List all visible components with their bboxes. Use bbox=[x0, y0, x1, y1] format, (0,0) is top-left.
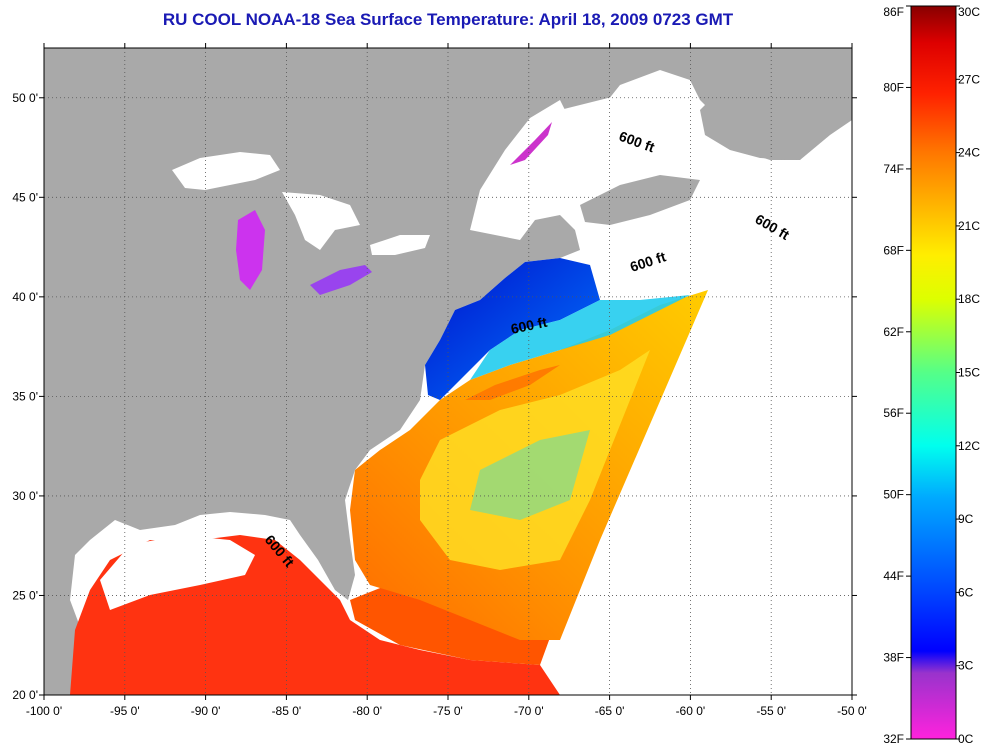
lake-ontario bbox=[370, 235, 430, 255]
colorbar-f-label: 44F bbox=[883, 569, 904, 583]
map-grid bbox=[44, 48, 852, 695]
lon-tick-label: -60 0' bbox=[676, 704, 706, 718]
lon-tick-label: -100 0' bbox=[26, 704, 62, 718]
lat-tick-label: 30 0' bbox=[12, 489, 38, 503]
colorbar-c-label: 15C bbox=[958, 366, 980, 380]
lon-tick-label: -55 0' bbox=[756, 704, 786, 718]
lon-tick-label: -75 0' bbox=[433, 704, 463, 718]
lat-tick-label: 20 0' bbox=[12, 688, 38, 702]
lon-tick-label: -70 0' bbox=[514, 704, 544, 718]
page-title: RU COOL NOAA-18 Sea Surface Temperature:… bbox=[162, 10, 734, 29]
colorbar-f-label: 86F bbox=[883, 5, 904, 19]
north-america-land bbox=[44, 48, 580, 695]
lon-tick-label: -65 0' bbox=[595, 704, 625, 718]
colorbar-fahrenheit-labels: 86F 80F 74F 68F 62F 56F 50F 44F 38F 32F bbox=[883, 5, 911, 746]
colorbar-f-label: 68F bbox=[883, 243, 904, 257]
slope-water bbox=[470, 295, 690, 380]
latitude-axis: 20 0' 25 0' 30 0' 35 0' 40 0' 45 0' 50 0' bbox=[12, 91, 857, 702]
colorbar-c-label: 0C bbox=[958, 732, 974, 746]
colorbar-f-label: 32F bbox=[883, 732, 904, 746]
lon-tick-label: -80 0' bbox=[352, 704, 382, 718]
colorbar-c-label: 3C bbox=[958, 659, 974, 673]
colorbar-c-label: 18C bbox=[958, 292, 980, 306]
colorbar-f-label: 56F bbox=[883, 406, 904, 420]
colorbar-f-label: 38F bbox=[883, 651, 904, 665]
colorbar-c-label: 12C bbox=[958, 439, 980, 453]
colorbar-c-label: 21C bbox=[958, 219, 980, 233]
lake-huron bbox=[282, 192, 360, 250]
lat-tick-label: 50 0' bbox=[12, 91, 38, 105]
lake-erie bbox=[310, 265, 372, 295]
longitude-axis: -100 0' -95 0' -90 0' -85 0' -80 0' -75 0' -70… bbox=[26, 43, 867, 718]
lon-tick-label: -95 0' bbox=[110, 704, 140, 718]
lake-superior bbox=[172, 152, 280, 190]
colorbar-f-label: 80F bbox=[883, 80, 904, 94]
shelf-cold-water bbox=[425, 258, 600, 400]
colorbar-f-label: 74F bbox=[883, 162, 904, 176]
colorbar-c-label: 24C bbox=[958, 146, 980, 160]
nova-scotia-land bbox=[580, 175, 700, 225]
warm-core-ring bbox=[465, 365, 560, 400]
lon-tick-label: -90 0' bbox=[191, 704, 221, 718]
colorbar-c-label: 30C bbox=[958, 5, 980, 19]
lat-tick-label: 25 0' bbox=[12, 588, 38, 602]
colorbar-c-label: 27C bbox=[958, 72, 980, 86]
lon-tick-label: -50 0' bbox=[837, 704, 867, 718]
colorbar-c-label: 6C bbox=[958, 585, 974, 599]
lat-tick-label: 45 0' bbox=[12, 190, 38, 204]
contour-label: 600 ft bbox=[509, 314, 548, 337]
colorbar-celsius-labels: 30C 27C 24C 21C 18C 15C 12C 9C 6C 3C 0C bbox=[956, 5, 980, 746]
st-lawrence bbox=[500, 95, 700, 175]
colorbar-c-label: 9C bbox=[958, 512, 974, 526]
colorbar-f-label: 50F bbox=[883, 488, 904, 502]
lake-michigan bbox=[236, 210, 265, 290]
lat-tick-label: 40 0' bbox=[12, 290, 38, 304]
gulf-cool-area bbox=[100, 535, 255, 610]
colorbar-f-label: 62F bbox=[883, 325, 904, 339]
newfoundland-land bbox=[700, 60, 820, 160]
sargasso-teal bbox=[470, 430, 590, 520]
lat-tick-label: 35 0' bbox=[12, 389, 38, 403]
colorbar bbox=[910, 5, 957, 740]
lon-tick-label: -85 0' bbox=[272, 704, 302, 718]
